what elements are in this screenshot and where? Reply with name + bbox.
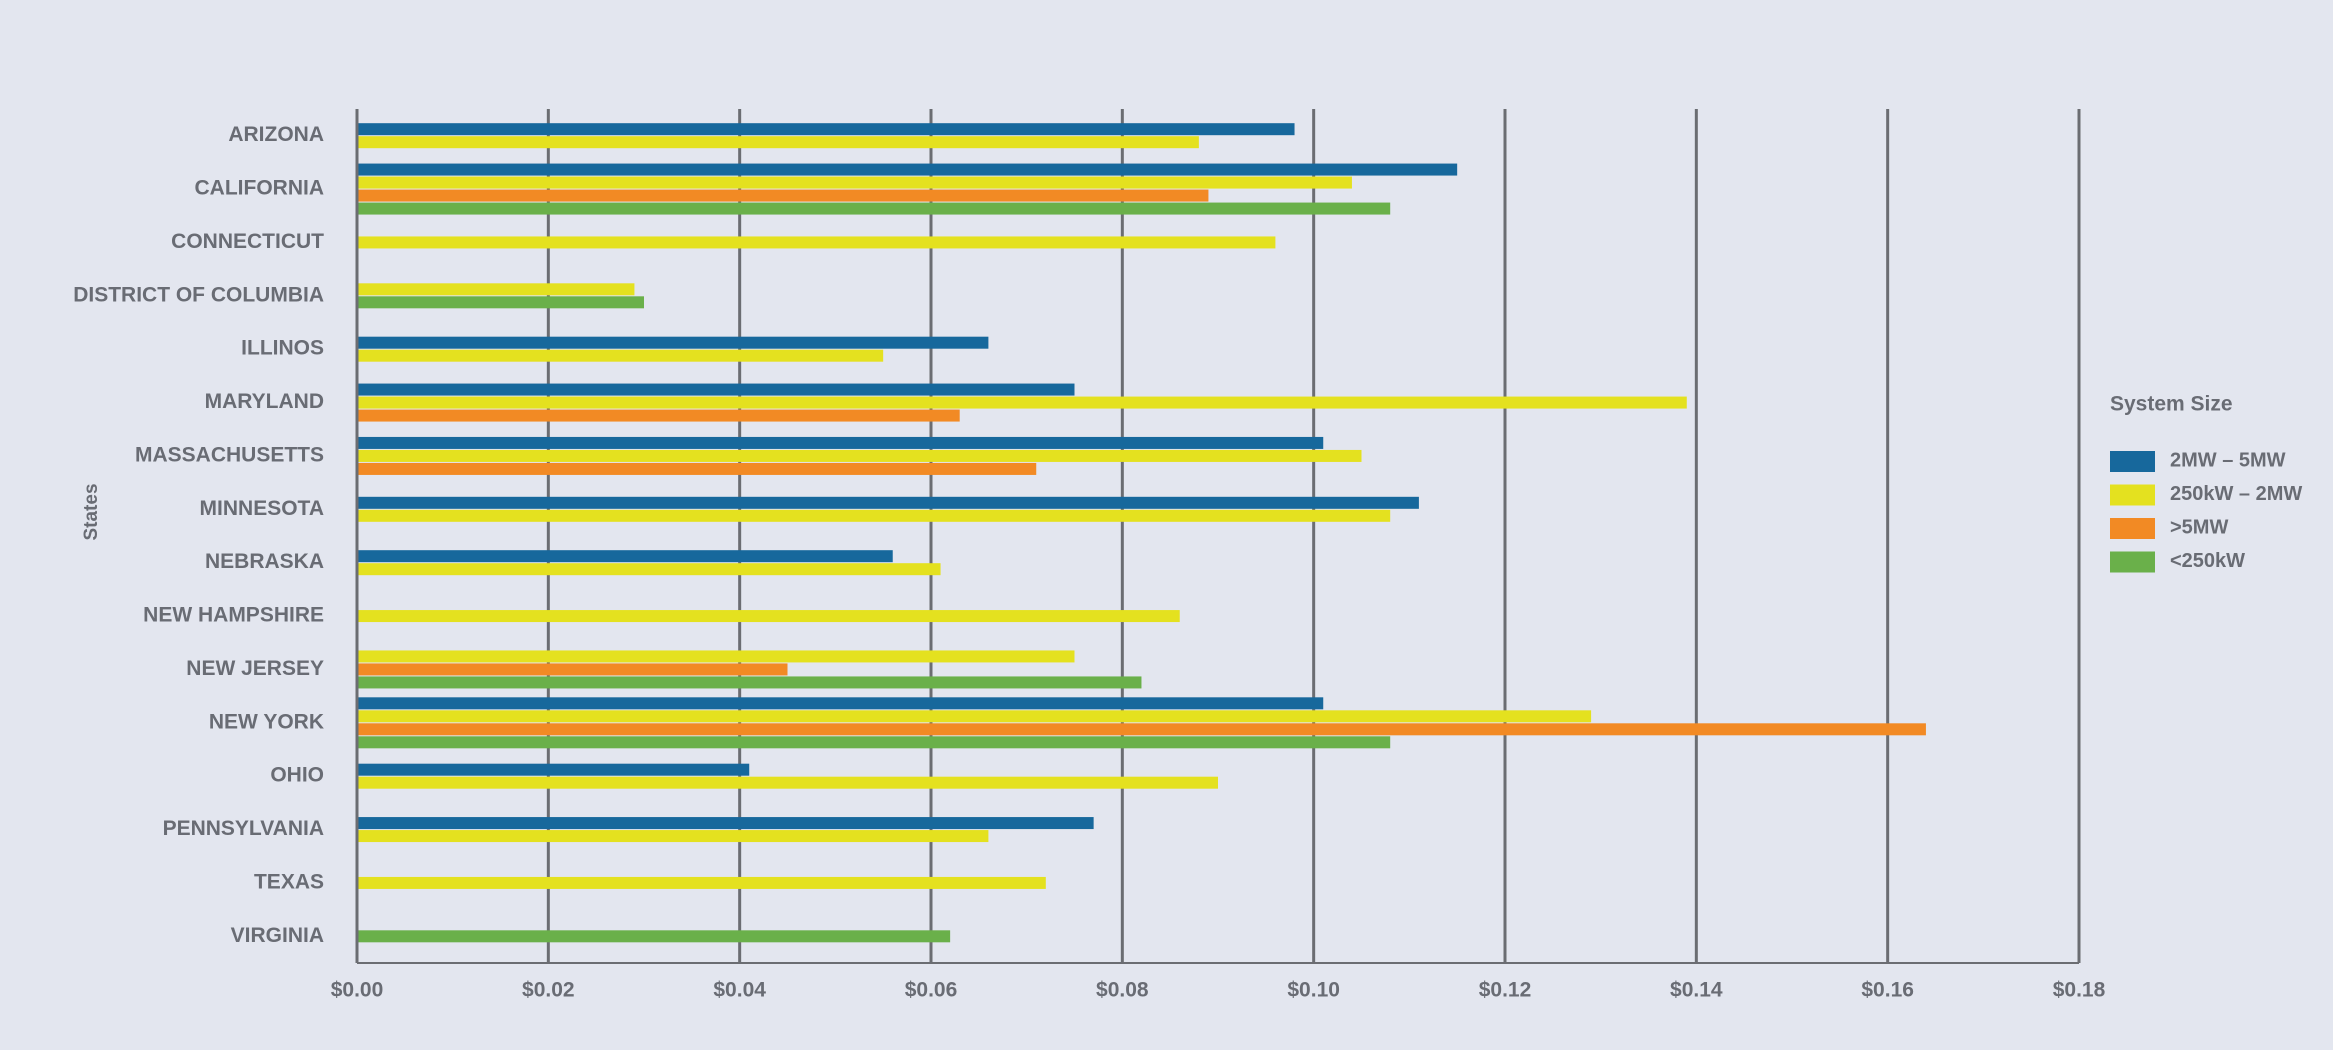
bar: [357, 710, 1592, 723]
y-tick-label: NEW YORK: [209, 710, 324, 733]
bar: [357, 449, 1362, 462]
bar: [357, 176, 1352, 189]
bar: [357, 563, 941, 576]
y-tick-label: NEW HAMPSHIRE: [143, 604, 324, 627]
legend-label: 2MW – 5MW: [2170, 449, 2286, 471]
bar: [357, 136, 1199, 149]
bar: [357, 663, 788, 676]
bar: [357, 550, 893, 563]
bar: [357, 736, 1391, 749]
bar: [357, 650, 1075, 663]
x-tick-label: $0.14: [1670, 979, 1723, 1002]
bar: [357, 396, 1687, 409]
bar: [357, 283, 635, 296]
x-tick-label: $0.04: [713, 979, 766, 1002]
legend-title: System Size: [2110, 393, 2233, 416]
legend-label: 250kW – 2MW: [2170, 483, 2302, 505]
bar: [357, 409, 960, 422]
y-tick-label: VIRGINIA: [231, 924, 324, 947]
x-tick-label: $0.06: [905, 979, 958, 1002]
y-axis-label: States: [81, 483, 102, 540]
bar: [357, 189, 1209, 202]
bar: [357, 336, 989, 349]
bar: [357, 697, 1324, 710]
bar: [357, 496, 1419, 509]
bar: [357, 776, 1218, 789]
x-tick-label: $0.02: [522, 979, 575, 1002]
bar: [357, 349, 884, 362]
y-tick-label: PENNSYLVANIA: [163, 817, 324, 840]
bar: [357, 817, 1094, 830]
y-tick-label: CONNECTICUT: [171, 230, 324, 253]
bar: [357, 383, 1075, 396]
legend-swatch: [2110, 518, 2155, 539]
y-tick-label: CALIFORNIA: [195, 177, 325, 200]
x-tick-label: $0.16: [1861, 979, 1914, 1002]
bar: [357, 830, 989, 843]
y-tick-label: MASSACHUSETTS: [135, 443, 324, 466]
x-tick-label: $0.12: [1479, 979, 1532, 1002]
legend-swatch: [2110, 484, 2155, 506]
y-tick-label: MARYLAND: [205, 390, 324, 413]
bar: [357, 202, 1391, 215]
bar: [357, 462, 1037, 475]
legend-swatch: [2110, 551, 2155, 573]
x-tick-label: $0.08: [1096, 979, 1149, 1002]
bar: [357, 610, 1180, 623]
y-tick-label: NEW JERSEY: [186, 657, 324, 680]
bar: [357, 676, 1142, 689]
x-tick-label: $0.18: [2053, 979, 2106, 1002]
bar: [357, 509, 1391, 522]
y-tick-label: ARIZONA: [228, 123, 324, 146]
bar: [357, 876, 1046, 889]
y-tick-label: NEBRASKA: [205, 550, 324, 573]
bar: [357, 436, 1324, 449]
legend-label: <250kW: [2170, 550, 2245, 572]
bar: [357, 763, 750, 776]
bar: [357, 723, 1926, 736]
legend-swatch: [2110, 451, 2155, 472]
bar: [357, 236, 1276, 249]
y-tick-label: DISTRICT OF COLUMBIA: [73, 283, 324, 306]
y-tick-label: OHIO: [270, 764, 324, 787]
y-tick-label: TEXAS: [254, 870, 324, 893]
y-tick-label: ILLINOS: [241, 337, 324, 360]
bar: [357, 930, 951, 943]
x-tick-label: $0.00: [331, 979, 384, 1002]
bar: [357, 123, 1295, 136]
bar: [357, 296, 644, 309]
y-tick-label: MINNESOTA: [200, 497, 324, 520]
bar: [357, 163, 1458, 176]
x-tick-label: $0.10: [1287, 979, 1340, 1002]
legend-label: >5MW: [2170, 516, 2228, 538]
